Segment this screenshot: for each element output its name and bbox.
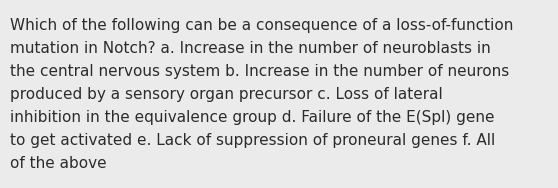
Text: to get activated e. Lack of suppression of proneural genes f. All: to get activated e. Lack of suppression … <box>10 133 496 148</box>
Text: mutation in Notch? a. Increase in the number of neuroblasts in: mutation in Notch? a. Increase in the nu… <box>10 41 490 56</box>
Text: Which of the following can be a consequence of a loss-of-function: Which of the following can be a conseque… <box>10 18 513 33</box>
Text: produced by a sensory organ precursor c. Loss of lateral: produced by a sensory organ precursor c.… <box>10 87 442 102</box>
Text: of the above: of the above <box>10 156 107 171</box>
Text: the central nervous system b. Increase in the number of neurons: the central nervous system b. Increase i… <box>10 64 509 79</box>
Text: inhibition in the equivalence group d. Failure of the E(Spl) gene: inhibition in the equivalence group d. F… <box>10 110 494 125</box>
